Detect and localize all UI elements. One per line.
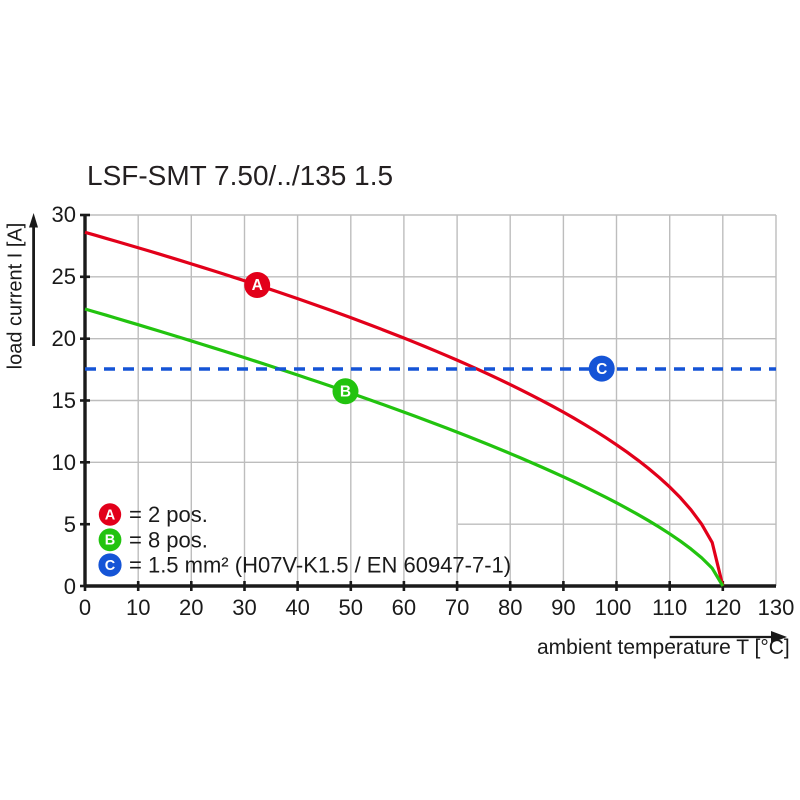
svg-text:110: 110	[652, 595, 687, 620]
svg-text:40: 40	[285, 595, 309, 620]
svg-text:60: 60	[392, 595, 416, 620]
svg-text:0: 0	[79, 595, 91, 620]
svg-text:100: 100	[595, 595, 632, 620]
svg-text:10: 10	[126, 595, 150, 620]
svg-text:80: 80	[498, 595, 522, 620]
svg-text:C: C	[596, 361, 607, 378]
svg-text:70: 70	[445, 595, 469, 620]
svg-text:50: 50	[339, 595, 363, 620]
svg-text:C: C	[105, 558, 116, 574]
svg-text:B: B	[340, 384, 351, 401]
svg-text:5: 5	[64, 512, 76, 537]
svg-text:15: 15	[52, 388, 76, 413]
svg-text:A: A	[105, 507, 116, 523]
svg-text:130: 130	[758, 595, 795, 620]
svg-text:30: 30	[232, 595, 256, 620]
svg-text:0: 0	[64, 574, 76, 599]
svg-text:30: 30	[52, 202, 76, 227]
svg-text:20: 20	[52, 326, 76, 351]
svg-text:10: 10	[52, 450, 76, 475]
svg-text:25: 25	[52, 264, 76, 289]
svg-text:= 1.5 mm² (H07V-K1.5 / EN 6094: = 1.5 mm² (H07V-K1.5 / EN 60947-7-1)	[129, 553, 511, 578]
svg-text:= 8 pos.: = 8 pos.	[129, 527, 208, 552]
svg-text:A: A	[252, 277, 263, 294]
svg-text:= 2 pos.: = 2 pos.	[129, 502, 208, 527]
svg-text:120: 120	[704, 595, 741, 620]
svg-text:B: B	[105, 533, 115, 549]
svg-text:20: 20	[179, 595, 203, 620]
svg-text:90: 90	[551, 595, 575, 620]
